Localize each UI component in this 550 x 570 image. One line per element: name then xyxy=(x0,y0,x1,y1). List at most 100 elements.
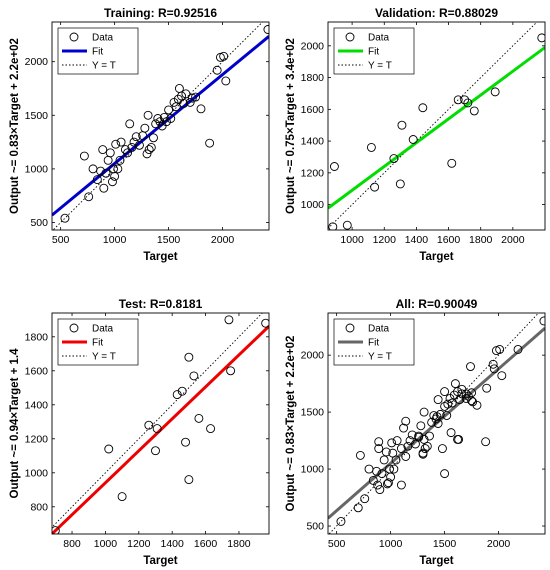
data-point xyxy=(373,480,383,490)
data-point xyxy=(450,379,460,389)
y-tick-label: 1000 xyxy=(301,464,325,476)
data-point xyxy=(366,142,376,152)
x-tick-label: 1200 xyxy=(127,538,151,550)
x-tick-label: 800 xyxy=(63,538,81,550)
data-point xyxy=(381,447,391,457)
data-point xyxy=(328,222,338,230)
data-point xyxy=(432,412,442,422)
data-point xyxy=(537,33,545,43)
data-point xyxy=(185,97,195,107)
data-point xyxy=(401,416,411,426)
data-point xyxy=(482,383,492,393)
data-point xyxy=(370,182,380,192)
chart-title: Test: R=0.8181 xyxy=(119,297,203,311)
y-tick-label: 1400 xyxy=(25,399,49,411)
y-tick-label: 1200 xyxy=(25,433,49,445)
x-tick-label: 1500 xyxy=(433,538,457,550)
chart-title: Training: R=0.92516 xyxy=(104,6,217,20)
axes-box xyxy=(327,21,546,231)
fit-line xyxy=(52,325,269,534)
data-point xyxy=(396,480,406,490)
data-point xyxy=(329,162,339,171)
data-point xyxy=(181,89,191,99)
data-point xyxy=(447,398,457,408)
data-point xyxy=(419,407,429,417)
legend-label-data: Data xyxy=(92,324,114,335)
identity-line xyxy=(52,313,263,528)
data-point xyxy=(342,220,352,230)
data-point xyxy=(184,475,194,485)
data-point xyxy=(395,179,405,189)
x-tick-label: 1800 xyxy=(227,538,251,550)
data-point xyxy=(422,441,432,451)
data-point xyxy=(495,345,505,354)
legend-label-data: Data xyxy=(368,33,390,44)
data-point xyxy=(191,92,201,102)
legend-label-data: Data xyxy=(92,33,114,44)
data-point xyxy=(143,110,153,120)
data-point xyxy=(414,432,424,442)
data-point xyxy=(481,437,491,447)
data-point xyxy=(261,318,269,328)
y-tick-label: 1400 xyxy=(301,136,325,148)
legend-marker-data xyxy=(69,323,79,333)
x-tick-label: 1000 xyxy=(94,538,118,550)
x-tick-label: 2000 xyxy=(501,234,525,246)
legend-label-fit: Fit xyxy=(368,338,379,349)
data-point xyxy=(104,444,114,454)
data-point xyxy=(166,114,176,123)
chart-panel-3: Test: R=0.8181 Target Output ~= 0.94×Targe… xyxy=(9,297,270,567)
data-point xyxy=(446,428,456,438)
x-axis-label: Target xyxy=(143,251,177,263)
data-point xyxy=(84,192,94,202)
x-tick-label: 500 xyxy=(52,234,70,246)
identity-line xyxy=(52,22,264,230)
data-point xyxy=(375,485,385,495)
data-point xyxy=(140,123,150,133)
plot-content xyxy=(328,313,545,534)
plot-content xyxy=(52,22,269,230)
x-tick-label: 1400 xyxy=(161,538,185,550)
data-point xyxy=(194,413,204,423)
data-point xyxy=(172,390,182,400)
data-point xyxy=(60,213,70,223)
data-point xyxy=(129,137,139,147)
data-point xyxy=(152,424,162,434)
y-tick-label: 1600 xyxy=(25,365,49,377)
legend-marker-data xyxy=(345,323,355,333)
data-point xyxy=(460,95,470,105)
x-tick-label: 1200 xyxy=(373,234,397,246)
legend: Data Fit Y = T xyxy=(333,27,415,75)
data-point xyxy=(466,362,475,371)
legend: Data Fit Y = T xyxy=(57,318,139,366)
data-point xyxy=(113,164,123,174)
data-point xyxy=(379,455,389,465)
x-tick-label: 1000 xyxy=(340,234,364,246)
data-point xyxy=(396,444,406,454)
data-point xyxy=(443,399,453,409)
data-point xyxy=(177,386,187,396)
data-point xyxy=(418,103,428,113)
data-point xyxy=(386,472,396,482)
data-point xyxy=(387,438,397,448)
x-tick-label: 1600 xyxy=(194,538,218,550)
data-point xyxy=(125,119,135,129)
data-point xyxy=(263,25,269,34)
chart-panel-1: Training: R=0.92516 Target Output ~= 0.83×… xyxy=(9,6,270,263)
data-point xyxy=(392,436,402,446)
data-point xyxy=(440,387,450,397)
y-axis-label: Output ~= 0.94×Target + 1.4 xyxy=(9,348,21,499)
data-point xyxy=(374,437,384,447)
y-tick-label: 1800 xyxy=(25,331,49,343)
axes-box xyxy=(51,21,270,231)
data-point xyxy=(101,168,111,178)
data-point xyxy=(151,446,160,456)
x-tick-label: 500 xyxy=(328,538,346,550)
data-point xyxy=(469,106,479,116)
data-point xyxy=(151,119,161,129)
data-point xyxy=(181,437,190,447)
data-point xyxy=(153,114,163,123)
data-point xyxy=(111,139,121,149)
data-point xyxy=(355,450,365,460)
